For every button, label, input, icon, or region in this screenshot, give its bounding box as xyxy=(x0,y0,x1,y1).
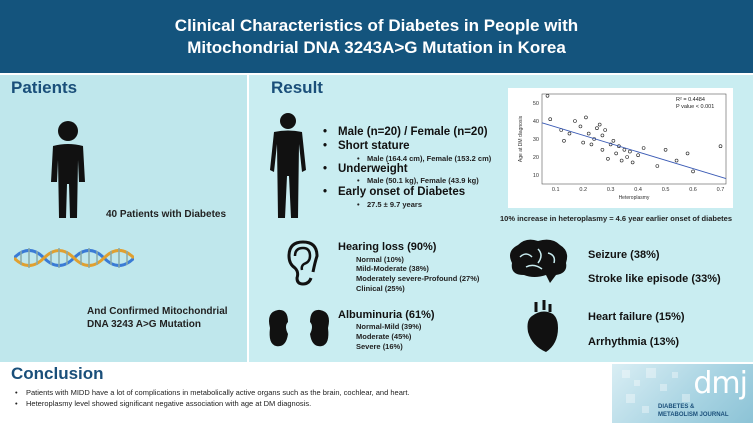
result-item-sex: Male (n=20) / Female (n=20) xyxy=(323,126,488,138)
kidneys-icon xyxy=(269,309,329,347)
data-point xyxy=(641,146,646,150)
hearing-clinical: Clinical (25%) xyxy=(356,284,405,293)
data-point xyxy=(622,147,627,152)
y-tick-label: 50 xyxy=(533,101,539,107)
logo-line-2: METABOLISM JOURNAL xyxy=(658,412,729,418)
hearing-severe: Moderately severe-Profound (27%) xyxy=(356,274,480,283)
albuminuria-moderate: Moderate (45%) xyxy=(356,332,412,341)
hearing-mild: Mild-Moderate (38%) xyxy=(356,264,429,273)
hearing-title: Hearing loss (90%) xyxy=(338,241,437,253)
scatter-chart: 10 20 30 40 50 0.1 0.2 0.3 0.4 0.5 0.6 0.7 Heteropla… xyxy=(508,88,733,208)
data-point xyxy=(595,126,599,131)
result-item-weight: Underweight xyxy=(323,163,408,175)
title-banner: Clinical Characteristics of Diabetes in … xyxy=(0,0,753,73)
x-tick-label: 0.5 xyxy=(662,187,670,193)
x-tick-label: 0.4 xyxy=(634,187,642,193)
patients-panel xyxy=(0,75,247,362)
stroke-label: Stroke like episode (33%) xyxy=(588,273,721,285)
data-point xyxy=(630,160,635,165)
data-point xyxy=(691,169,695,174)
onset-detail: 27.5 ± 9.7 years xyxy=(357,200,422,209)
y-tick-label: 10 xyxy=(533,173,539,179)
data-point xyxy=(600,147,605,152)
albuminuria-severe: Severe (16%) xyxy=(356,342,403,351)
x-axis-label: Heteroplasmy xyxy=(619,195,650,201)
data-point xyxy=(611,138,616,143)
dna-icon xyxy=(14,248,134,268)
mutation-line-2: DNA 3243 A>G Mutation xyxy=(87,319,201,330)
data-point xyxy=(545,93,550,98)
y-axis-label: Age at DM diagnosis xyxy=(518,115,524,162)
data-point xyxy=(685,151,690,156)
data-point xyxy=(663,147,668,152)
y-tick-label: 40 xyxy=(533,119,539,125)
albuminuria-title: Albuminuria (61%) xyxy=(338,309,435,321)
data-point xyxy=(567,131,572,136)
data-point xyxy=(600,133,605,138)
data-point xyxy=(589,142,594,147)
p-value-annotation: P value < 0.001 xyxy=(676,104,714,110)
journal-logo: dmj DIABETES & METABOLISM JOURNAL xyxy=(612,364,753,423)
data-point xyxy=(655,164,660,168)
x-tick-label: 0.3 xyxy=(607,187,615,193)
result-item-stature: Short stature xyxy=(323,140,409,152)
data-point xyxy=(619,158,624,163)
data-point xyxy=(674,158,679,163)
seizure-label: Seizure (38%) xyxy=(588,249,660,261)
y-tick-label: 30 xyxy=(533,137,539,143)
logo-mark: dmj xyxy=(693,366,748,401)
patient-count: 40 Patients with Diabetes xyxy=(106,209,227,220)
data-point xyxy=(586,131,591,136)
plot-frame xyxy=(541,93,727,185)
x-tick-label: 0.2 xyxy=(579,187,587,193)
logo-pattern xyxy=(622,368,690,413)
y-tick-label: 20 xyxy=(533,155,539,161)
data-point xyxy=(625,155,629,159)
stature-detail: Male (164.4 cm), Female (153.2 cm) xyxy=(357,154,491,163)
data-point xyxy=(718,144,723,149)
chart-caption: 10% increase in heteroplasmy = 4.6 year … xyxy=(500,214,732,223)
result-title: Result xyxy=(271,78,323,97)
data-point xyxy=(548,117,553,122)
x-tick-label: 0.7 xyxy=(717,187,725,193)
heart-icon xyxy=(527,300,558,352)
arrhythmia-label: Arrhythmia (13%) xyxy=(588,336,680,348)
data-point xyxy=(628,149,632,154)
person-icon xyxy=(51,121,85,218)
trend-line xyxy=(541,122,727,180)
data-point xyxy=(584,115,588,120)
mutation-line-1: And Confirmed Mitochondrial xyxy=(87,306,228,317)
data-point xyxy=(578,124,583,129)
weight-detail: Male (50.1 kg), Female (43.9 kg) xyxy=(357,176,479,185)
patients-title: Patients xyxy=(11,78,78,97)
r-squared-annotation: R² = 0.4484 xyxy=(676,97,705,103)
data-point xyxy=(573,119,577,123)
heart-failure-label: Heart failure (15%) xyxy=(588,311,685,323)
data-point xyxy=(636,153,640,157)
body-silhouette-icon xyxy=(270,113,306,218)
x-tick-label: 0.6 xyxy=(689,187,697,193)
data-point xyxy=(614,151,618,156)
data-point xyxy=(606,157,610,161)
hearing-normal: Normal (10%) xyxy=(356,255,404,264)
ear-icon xyxy=(287,240,319,286)
title-line-2: Mitochondrial DNA 3243A>G Mutation in Ko… xyxy=(187,37,566,57)
x-tick-label: 0.1 xyxy=(552,187,560,193)
data-point xyxy=(562,138,566,143)
data-point xyxy=(603,128,607,132)
conclusion-item-1: Patients with MIDD have a lot of complic… xyxy=(15,388,410,397)
scatter-plot-svg: 10 20 30 40 50 0.1 0.2 0.3 0.4 0.5 0.6 0.7 Heteropla… xyxy=(518,93,727,201)
title-line-1: Clinical Characteristics of Diabetes in … xyxy=(174,15,579,35)
conclusion-item-2: Heteroplasmy level showed significant ne… xyxy=(15,399,311,408)
data-point xyxy=(581,140,585,145)
conclusion-title: Conclusion xyxy=(11,364,104,383)
logo-line-1: DIABETES & xyxy=(658,404,695,410)
data-point xyxy=(597,122,602,127)
result-item-onset: Early onset of Diabetes xyxy=(323,186,465,198)
brain-icon xyxy=(510,239,568,283)
albuminuria-normal: Normal-Mild (39%) xyxy=(356,322,422,331)
